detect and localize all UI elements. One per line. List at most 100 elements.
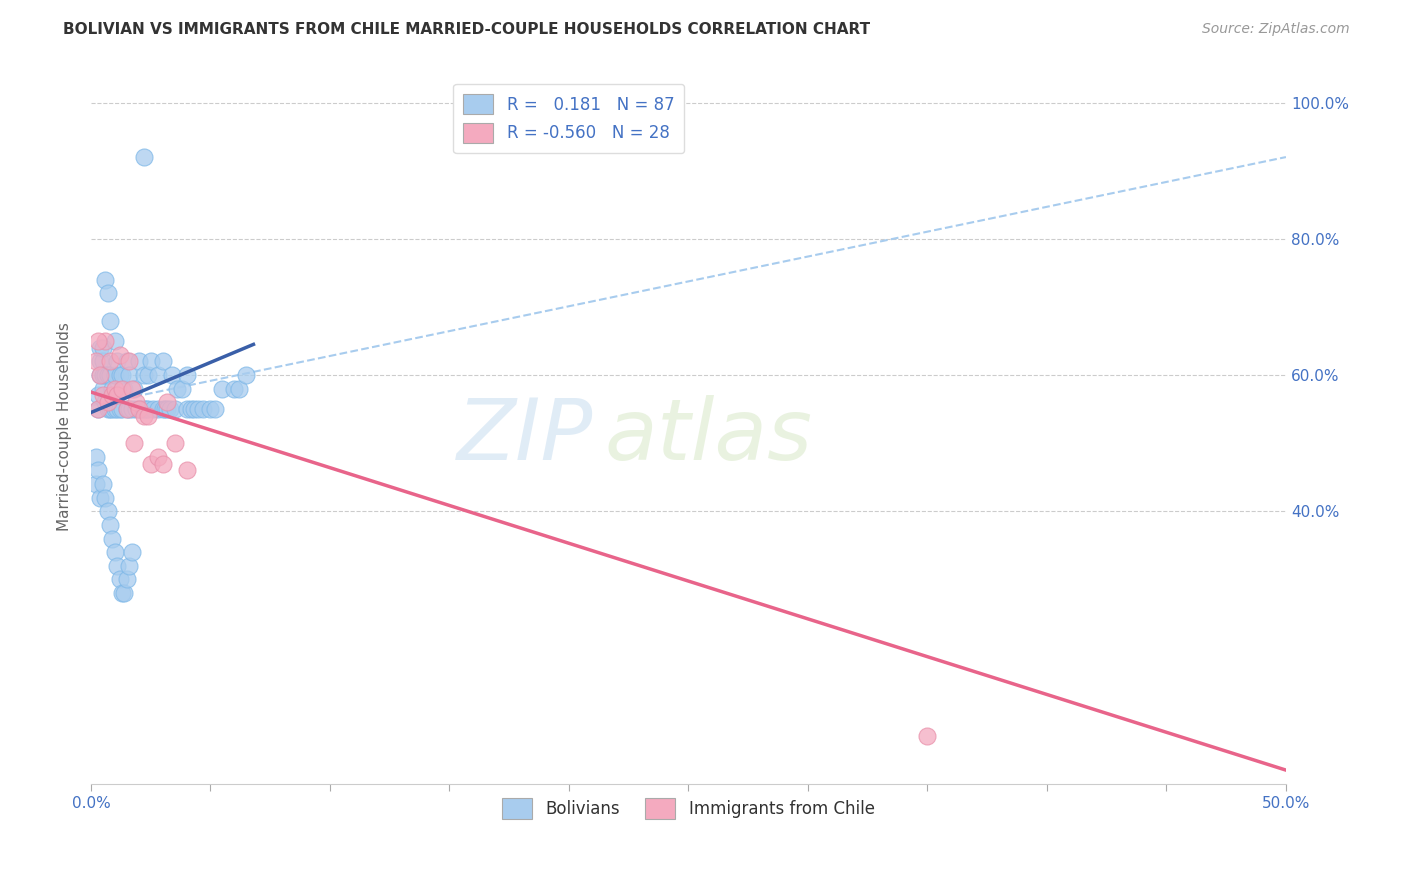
Point [132,368,155,382]
Point [89,491,111,505]
Point [98,402,121,417]
Point [132,150,155,164]
Point [193,402,215,417]
Point [84,450,107,464]
Point [98,368,121,382]
Point [112,382,135,396]
Point [101,388,124,402]
Point [94,273,117,287]
Point [87,463,110,477]
Point [108,368,131,382]
Point [136,409,159,423]
Point [101,402,124,417]
Point [128,354,150,368]
Point [136,368,159,382]
Point [108,573,131,587]
Point [115,402,138,417]
Point [87,334,110,348]
Legend: Bolivians, Immigrants from Chile: Bolivians, Immigrants from Chile [496,792,882,825]
Point [121,402,143,417]
Point [129,402,152,417]
Point [111,586,134,600]
Point [101,532,124,546]
Point [84,354,107,368]
Point [132,402,155,417]
Point [91,354,114,368]
Point [89,368,111,382]
Point [105,354,128,368]
Point [118,402,141,417]
Point [87,388,110,402]
Point [111,382,134,396]
Point [122,382,145,396]
Point [91,368,114,382]
Point [111,368,134,382]
Point [104,382,127,396]
Point [152,457,174,471]
Point [108,348,131,362]
Point [132,409,155,423]
Text: ZIP: ZIP [457,395,593,478]
Point [159,402,181,417]
Point [156,402,179,417]
Point [115,573,138,587]
Point [89,354,111,368]
Point [89,368,111,382]
Point [87,402,110,417]
Point [115,402,138,417]
Point [187,402,209,417]
Point [98,517,121,532]
Point [180,402,202,417]
Point [104,402,127,417]
Point [94,368,117,382]
Text: Source: ZipAtlas.com: Source: ZipAtlas.com [1202,22,1350,37]
Point [142,402,165,417]
Point [156,395,179,409]
Point [91,388,114,402]
Point [153,402,176,417]
Text: atlas: atlas [605,395,813,478]
Point [170,382,193,396]
Point [211,382,233,396]
Point [101,382,124,396]
Point [118,368,141,382]
Point [125,395,148,409]
Point [108,402,131,417]
Point [163,436,186,450]
Point [917,729,939,743]
Point [97,368,120,382]
Point [136,402,159,417]
Point [139,457,162,471]
Point [97,286,120,301]
Point [115,354,138,368]
Point [105,558,128,573]
Point [224,382,246,396]
Point [112,586,135,600]
Point [166,382,188,396]
Point [91,477,114,491]
Point [91,382,114,396]
Point [176,402,198,417]
Point [91,341,114,355]
Point [128,402,150,417]
Point [118,354,141,368]
Point [228,382,250,396]
Point [125,402,148,417]
Point [183,402,205,417]
Point [87,402,110,417]
Point [163,402,186,417]
Point [122,436,145,450]
Point [121,545,143,559]
Point [146,402,169,417]
Point [146,450,169,464]
Point [97,504,120,518]
Point [235,368,257,382]
Point [104,545,127,559]
Point [152,402,174,417]
Point [160,368,183,382]
Point [84,477,107,491]
Point [111,402,134,417]
Point [128,402,150,417]
Point [146,368,169,382]
Point [176,368,198,382]
